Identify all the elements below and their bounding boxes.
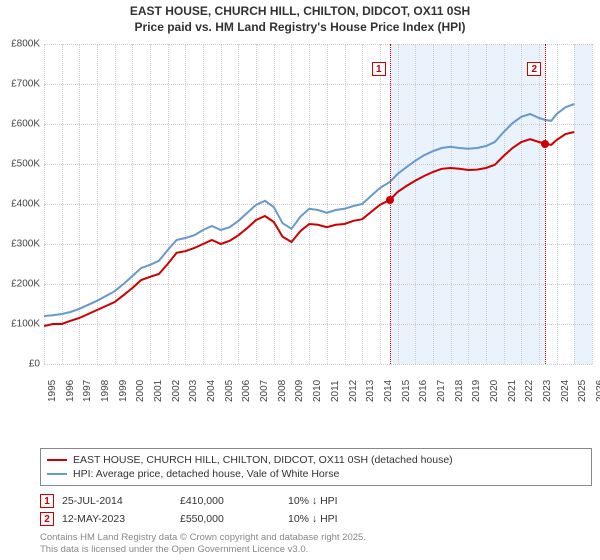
title-line-1: EAST HOUSE, CHURCH HILL, CHILTON, DIDCOT… xyxy=(0,4,600,20)
y-axis-label: £600K xyxy=(0,119,40,130)
marker-label: 2 xyxy=(527,62,541,76)
transaction-delta: 10% ↓ HPI xyxy=(288,513,388,525)
x-axis-label: 2013 xyxy=(365,380,371,402)
transaction-row: 2 12-MAY-2023 £550,000 10% ↓ HPI xyxy=(40,510,592,528)
transaction-price: £410,000 xyxy=(180,495,280,507)
marker-label: 1 xyxy=(372,62,386,76)
x-axis-label: 2010 xyxy=(312,380,318,402)
x-axis-label: 2017 xyxy=(436,380,442,402)
x-axis-label: 2025 xyxy=(577,380,583,402)
legend-swatch xyxy=(47,459,67,461)
chart-title: EAST HOUSE, CHURCH HILL, CHILTON, DIDCOT… xyxy=(0,0,600,35)
y-axis-label: £700K xyxy=(0,79,40,90)
x-axis-label: 2005 xyxy=(224,380,230,402)
transaction-price: £550,000 xyxy=(180,513,280,525)
attribution-line-1: Contains HM Land Registry data © Crown c… xyxy=(40,532,592,544)
transaction-date: 25-JUL-2014 xyxy=(62,495,172,507)
x-axis-label: 2019 xyxy=(471,380,477,402)
transaction-marker: 2 xyxy=(40,512,54,526)
x-axis-label: 2003 xyxy=(188,380,194,402)
x-axis-label: 2007 xyxy=(259,380,265,402)
x-axis-label: 2023 xyxy=(542,380,548,402)
y-axis-label: £200K xyxy=(0,279,40,290)
legend-box: EAST HOUSE, CHURCH HILL, CHILTON, DIDCOT… xyxy=(40,448,592,486)
legend-row: HPI: Average price, detached house, Vale… xyxy=(47,467,585,481)
legend-row: EAST HOUSE, CHURCH HILL, CHILTON, DIDCOT… xyxy=(47,453,585,467)
transaction-date: 12-MAY-2023 xyxy=(62,513,172,525)
x-axis-label: 2004 xyxy=(206,380,212,402)
x-axis-label: 1999 xyxy=(118,380,124,402)
x-axis-label: 1996 xyxy=(65,380,71,402)
y-axis-label: £500K xyxy=(0,159,40,170)
chart-lines xyxy=(44,44,592,364)
attribution: Contains HM Land Registry data © Crown c… xyxy=(40,532,592,556)
x-axis-label: 2026 xyxy=(595,380,600,402)
transaction-delta: 10% ↓ HPI xyxy=(288,495,388,507)
x-axis: 1995 1996 1997 1998 1999 2000 2001 2002 2003 2004… xyxy=(44,366,592,410)
chart-area: £0 £100K £200K £300K £400K £500K £600K £700K £80… xyxy=(0,40,600,410)
x-axis-label: 2011 xyxy=(330,380,336,402)
x-axis-label: 2000 xyxy=(135,380,141,402)
legend-swatch xyxy=(47,473,67,475)
x-axis-label: 1998 xyxy=(100,380,106,402)
x-axis-label: 2008 xyxy=(277,380,283,402)
y-axis: £0£100K£200K£300K£400K£500K£600K£700K£80… xyxy=(0,44,42,364)
x-axis-label: 2016 xyxy=(418,380,424,402)
y-axis-label: £100K xyxy=(0,319,40,330)
x-axis-label: 2014 xyxy=(383,380,389,402)
y-axis-label: £800K xyxy=(0,39,40,50)
x-axis-label: 2015 xyxy=(401,380,407,402)
x-axis-label: 2009 xyxy=(294,380,300,402)
x-axis-label: 2024 xyxy=(560,380,566,402)
legend-label: EAST HOUSE, CHURCH HILL, CHILTON, DIDCOT… xyxy=(73,454,453,466)
transaction-row: 1 25-JUL-2014 £410,000 10% ↓ HPI xyxy=(40,492,592,510)
x-axis-label: 2006 xyxy=(241,380,247,402)
y-axis-label: £300K xyxy=(0,239,40,250)
legend-block: EAST HOUSE, CHURCH HILL, CHILTON, DIDCOT… xyxy=(40,448,592,556)
transaction-table: 1 25-JUL-2014 £410,000 10% ↓ HPI 2 12-MAY-202… xyxy=(40,492,592,528)
x-axis-label: 1997 xyxy=(82,380,88,402)
y-axis-label: £0 xyxy=(0,359,40,370)
gridline-h xyxy=(44,364,592,365)
series-line-price_paid xyxy=(44,132,574,326)
x-axis-label: 2012 xyxy=(348,380,354,402)
marker-dot xyxy=(386,196,394,204)
y-axis-label: £400K xyxy=(0,199,40,210)
legend-label: HPI: Average price, detached house, Vale… xyxy=(73,468,339,480)
marker-dot xyxy=(541,140,549,148)
x-axis-label: 2020 xyxy=(489,380,495,402)
x-axis-label: 2001 xyxy=(153,380,159,402)
x-axis-label: 2018 xyxy=(454,380,460,402)
series-line-hpi xyxy=(44,104,574,316)
x-axis-label: 2021 xyxy=(507,380,513,402)
plot-area: 12 xyxy=(44,44,592,364)
x-axis-label: 1995 xyxy=(47,380,53,402)
x-axis-label: 2022 xyxy=(524,380,530,402)
x-axis-label: 2002 xyxy=(171,380,177,402)
attribution-line-2: This data is licensed under the Open Gov… xyxy=(40,544,592,556)
marker-line xyxy=(390,44,391,364)
gridline-v xyxy=(592,44,593,364)
title-line-2: Price paid vs. HM Land Registry's House … xyxy=(0,20,600,36)
marker-line xyxy=(545,44,546,364)
transaction-marker: 1 xyxy=(40,494,54,508)
